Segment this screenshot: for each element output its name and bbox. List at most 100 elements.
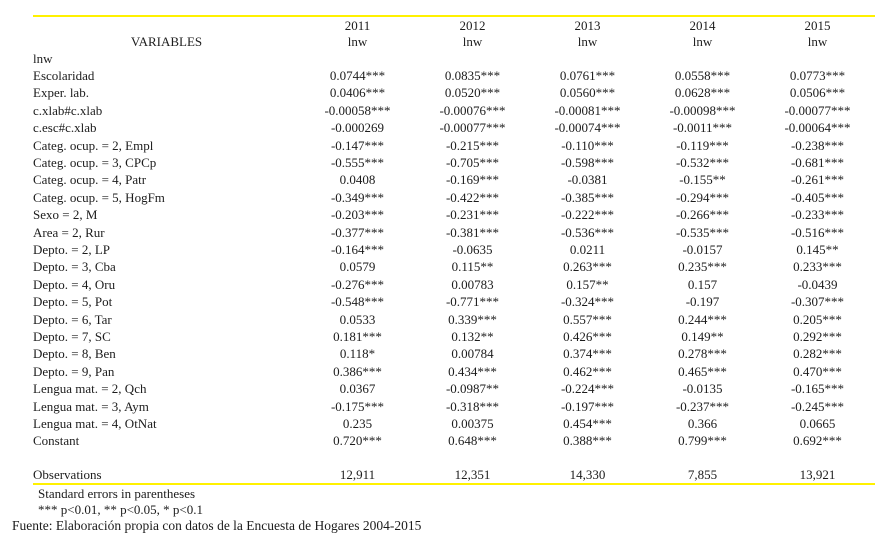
depvar-header: lnw — [462, 34, 483, 49]
table-row: Depto. = 4, Oru -0.276*** 0.00783 0.157** 0.… — [33, 276, 875, 293]
coefficient-cell: 0.0533 — [339, 311, 376, 327]
table-row: Categ. ocup. = 2, Empl -0.147*** -0.215***… — [33, 137, 875, 154]
variable-label: Categ. ocup. = 3, CPCp — [33, 155, 157, 171]
coefficient-cell: 0.0579 — [339, 259, 376, 275]
variable-label: Categ. ocup. = 4, Patr — [33, 172, 147, 188]
coefficient-cell: -0.377*** — [330, 224, 385, 240]
coefficient-cell: -0.294*** — [675, 189, 730, 205]
observations-row: Observations 12,911 12,351 14,330 7,855 … — [33, 466, 875, 485]
table-row: Area = 2, Rur -0.377*** -0.381*** -0.536***… — [33, 224, 875, 241]
coefficient-cell: -0.0011*** — [672, 120, 733, 136]
year-header-row: 2011 2012 2013 2014 2015 — [33, 15, 875, 34]
spacer-cell — [33, 450, 875, 467]
table-row: Sexo = 2, M -0.203*** -0.231*** -0.222*** -0… — [33, 207, 875, 224]
coefficient-cell — [530, 50, 645, 67]
table-row: Depto. = 9, Pan 0.386*** 0.434*** 0.462*** 0… — [33, 363, 875, 380]
coefficient-cell: -0.405*** — [790, 189, 845, 205]
coefficient-cell: 0.374*** — [563, 346, 612, 362]
coefficient-cell: 0.0558*** — [674, 68, 731, 84]
observations-label: Observations — [33, 466, 300, 485]
coefficient-cell: -0.224*** — [560, 381, 615, 397]
variable-label: Constant — [33, 433, 80, 449]
coefficient-cell: 0.470*** — [793, 363, 842, 379]
coefficient-cell: -0.324*** — [560, 294, 615, 310]
coefficient-cell: -0.119*** — [676, 137, 729, 153]
coefficient-cell: -0.155** — [679, 172, 726, 188]
coefficient-cell: -0.175*** — [330, 398, 385, 414]
table-row: Exper. lab. 0.0406*** 0.0520*** 0.0560*** 0.… — [33, 85, 875, 102]
coefficient-cell: -0.000269 — [330, 120, 385, 136]
coefficient-cell: 0.339*** — [448, 311, 497, 327]
table-row: Depto. = 3, Cba 0.0579 0.115** 0.263*** 0.23… — [33, 259, 875, 276]
spacer-row — [33, 450, 875, 467]
variable-label: Depto. = 6, Tar — [33, 311, 112, 327]
coefficient-cell: -0.318*** — [445, 398, 500, 414]
coefficient-cell: 0.233*** — [793, 259, 842, 275]
coefficient-cell: 0.278*** — [678, 346, 727, 362]
coefficient-cell: -0.771*** — [445, 294, 500, 310]
coefficient-cell: -0.381*** — [445, 224, 500, 240]
variable-label: Categ. ocup. = 2, Empl — [33, 137, 154, 153]
variable-label: Exper. lab. — [33, 85, 89, 101]
table-body: lnw Escolaridad 0.0744*** 0.0835*** 0.0761**… — [33, 50, 875, 450]
coefficient-cell: -0.705*** — [445, 155, 500, 171]
table-row: c.xlab#c.xlab -0.00058*** -0.00076*** -0.00… — [33, 102, 875, 119]
coefficient-cell: 0.145** — [796, 241, 839, 257]
coefficient-cell: 0.0506*** — [789, 85, 846, 101]
coefficient-cell: 0.282*** — [793, 346, 842, 362]
table-row: Lengua mat. = 3, Aym -0.175*** -0.318*** -0… — [33, 398, 875, 415]
coefficient-cell: -0.222*** — [560, 207, 615, 223]
coefficient-cell: 0.0560*** — [559, 85, 616, 101]
coefficient-cell: -0.00098*** — [669, 102, 736, 118]
coefficient-cell: -0.00064*** — [784, 120, 851, 136]
table-row: Lengua mat. = 2, Qch 0.0367 -0.0987** -0.22… — [33, 380, 875, 397]
coefficient-cell: -0.536*** — [560, 224, 615, 240]
coefficient-cell: 0.0406*** — [329, 85, 386, 101]
coefficient-cell: 0.292*** — [793, 328, 842, 344]
observations-value: 7,855 — [645, 466, 760, 485]
coefficient-cell: 0.235 — [342, 415, 373, 431]
coefficient-cell: 0.720*** — [333, 433, 382, 449]
coefficient-cell: -0.00058*** — [324, 102, 391, 118]
coefficient-cell: -0.231*** — [445, 207, 500, 223]
coefficient-cell: -0.147*** — [330, 137, 385, 153]
coefficient-cell: -0.00074*** — [554, 120, 621, 136]
year-header: 2011 — [300, 15, 415, 34]
coefficient-cell: -0.0135 — [682, 381, 723, 397]
variable-label: lnw — [33, 50, 53, 66]
coefficient-cell: 0.0835*** — [444, 68, 501, 84]
coefficient-cell: 0.205*** — [793, 311, 842, 327]
coefficient-cell: -0.535*** — [675, 224, 730, 240]
coefficient-cell: 0.157** — [566, 276, 609, 292]
variable-label: Depto. = 7, SC — [33, 328, 111, 344]
coefficient-cell: -0.261*** — [790, 172, 845, 188]
coefficient-cell — [300, 50, 415, 67]
coefficient-cell: -0.00076*** — [439, 102, 506, 118]
coefficient-cell: -0.516*** — [790, 224, 845, 240]
depvar-header-row: VARIABLES lnw lnw lnw lnw lnw — [33, 34, 875, 50]
table-row: Escolaridad 0.0744*** 0.0835*** 0.0761*** 0.… — [33, 67, 875, 84]
coefficient-cell: 0.462*** — [563, 363, 612, 379]
table-row: Depto. = 2, LP -0.164*** -0.0635 0.0211 -0.0… — [33, 241, 875, 258]
coefficient-cell: 0.799*** — [678, 433, 727, 449]
coefficient-cell: -0.233*** — [790, 207, 845, 223]
variable-label: Depto. = 3, Cba — [33, 259, 116, 275]
table-row: Constant 0.720*** 0.648*** 0.388*** 0.799***… — [33, 433, 875, 450]
variable-label: Area = 2, Rur — [33, 224, 105, 240]
coefficient-cell: -0.307*** — [790, 294, 845, 310]
table-row: Categ. ocup. = 4, Patr 0.0408 -0.169*** -0.… — [33, 172, 875, 189]
coefficient-cell: 0.692*** — [793, 433, 842, 449]
coefficient-cell: 0.181*** — [333, 328, 382, 344]
year-header: 2012 — [415, 15, 530, 34]
coefficient-cell: 0.244*** — [678, 311, 727, 327]
table-row: Depto. = 5, Pot -0.548*** -0.771*** -0.324*… — [33, 293, 875, 310]
coefficient-cell — [760, 50, 875, 67]
table-row: Lengua mat. = 4, OtNat 0.235 0.00375 0.454*… — [33, 415, 875, 432]
coefficient-cell: 0.434*** — [448, 363, 497, 379]
variables-column-header: VARIABLES — [130, 34, 203, 49]
year-header: 2015 — [760, 15, 875, 34]
coefficient-cell: -0.00081*** — [554, 102, 621, 118]
table-row: Depto. = 6, Tar 0.0533 0.339*** 0.557*** 0.2… — [33, 311, 875, 328]
coefficient-cell: 0.149** — [681, 328, 724, 344]
table-row: Depto. = 8, Ben 0.118* 0.00784 0.374*** 0.27… — [33, 346, 875, 363]
